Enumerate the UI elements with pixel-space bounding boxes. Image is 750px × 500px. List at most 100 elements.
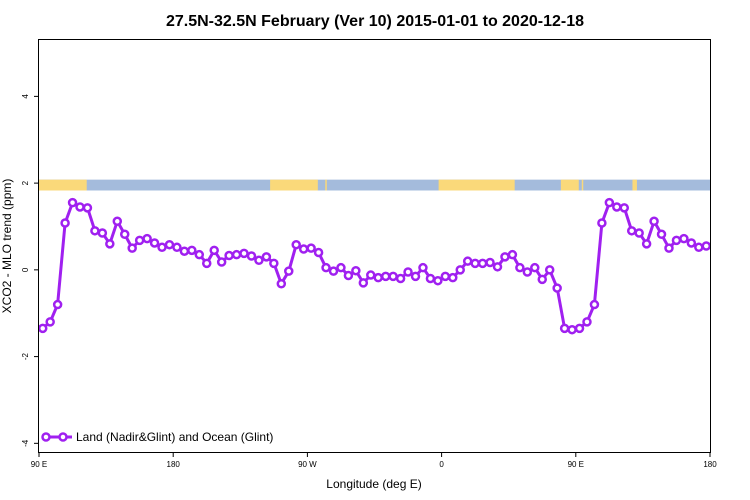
data-point xyxy=(552,283,562,293)
data-point xyxy=(477,258,488,269)
data-point xyxy=(142,233,152,244)
x-tick-label: 0 xyxy=(439,460,444,469)
y-axis-label: XCO2 - MLO trend (ppm) xyxy=(0,179,14,314)
data-point xyxy=(686,238,697,248)
data-point xyxy=(90,226,100,236)
data-point xyxy=(75,202,85,212)
data-point xyxy=(500,252,510,262)
data-point xyxy=(172,242,182,253)
data-point xyxy=(358,278,369,288)
x-axis: 90 E 180 90 W 0 90 E 180 xyxy=(31,452,717,469)
data-point xyxy=(373,272,383,283)
data-point xyxy=(328,266,339,276)
data-point xyxy=(694,242,704,253)
data-point xyxy=(351,265,361,276)
plot-frame xyxy=(38,39,711,453)
data-point xyxy=(425,273,436,284)
data-point xyxy=(127,243,137,253)
data-point xyxy=(597,218,607,228)
x-axis-label: Longitude (deg E) xyxy=(326,477,421,491)
data-point xyxy=(187,245,197,256)
data-point xyxy=(254,255,264,266)
data-point xyxy=(537,274,547,285)
data-point xyxy=(559,323,570,334)
data-point xyxy=(231,249,242,260)
series-layer xyxy=(37,197,712,335)
data-point xyxy=(582,317,592,327)
chart-title: 27.5N-32.5N February (Ver 10) 2015-01-01… xyxy=(166,13,584,30)
data-point xyxy=(366,270,376,280)
data-point xyxy=(97,228,108,238)
data-point xyxy=(455,265,465,275)
y-tick-label: 0 xyxy=(21,267,30,272)
data-point xyxy=(418,262,428,273)
data-point xyxy=(209,245,219,256)
data-point xyxy=(604,197,615,208)
data-point xyxy=(492,262,503,272)
data-point xyxy=(530,262,540,273)
data-point xyxy=(589,299,600,310)
data-point xyxy=(269,258,279,269)
data-point xyxy=(306,243,316,253)
data-point xyxy=(612,202,622,212)
land-segment xyxy=(270,179,318,191)
data-point xyxy=(60,218,70,228)
data-point xyxy=(52,299,63,310)
data-point xyxy=(134,235,145,246)
data-point xyxy=(261,252,272,262)
land-segment xyxy=(325,179,327,191)
data-point xyxy=(701,241,712,251)
data-point xyxy=(462,256,473,266)
data-point xyxy=(336,262,346,273)
data-point xyxy=(641,239,652,249)
y-tick-label: -2 xyxy=(21,352,30,360)
data-point xyxy=(105,239,115,249)
data-point xyxy=(276,278,287,289)
y-tick-label: -4 xyxy=(21,439,30,447)
data-point xyxy=(574,323,585,334)
data-point xyxy=(82,203,93,213)
legend-marker-right xyxy=(58,432,68,442)
data-point xyxy=(284,266,294,276)
data-point xyxy=(403,267,413,277)
data-point xyxy=(448,272,458,283)
data-point xyxy=(440,271,451,282)
data-point xyxy=(626,226,637,236)
land-segment xyxy=(438,179,515,191)
data-point xyxy=(239,248,249,259)
data-point xyxy=(664,243,674,253)
legend-label: Land (Nadir&Glint) and Ocean (Glint) xyxy=(76,430,273,444)
data-point xyxy=(544,265,555,275)
data-point xyxy=(679,233,689,244)
x-tick-label: 180 xyxy=(167,460,181,469)
x-tick-label: 90 W xyxy=(298,460,317,469)
data-point xyxy=(485,257,495,268)
data-point xyxy=(619,203,630,213)
data-point xyxy=(298,244,309,254)
ocean-band xyxy=(39,179,710,191)
data-point xyxy=(224,250,234,261)
data-point xyxy=(179,246,190,256)
data-point xyxy=(45,317,55,327)
data-point xyxy=(157,242,167,253)
x-tick-label: 90 E xyxy=(31,460,47,469)
data-point xyxy=(649,216,659,227)
data-point xyxy=(470,258,480,269)
data-point xyxy=(321,262,331,273)
data-point xyxy=(671,235,682,246)
data-point xyxy=(194,249,205,260)
x-tick-label: 90 E xyxy=(568,460,584,469)
series-line xyxy=(41,201,707,332)
data-point xyxy=(164,239,175,250)
land-ocean-band xyxy=(39,179,710,191)
data-point xyxy=(634,228,644,238)
data-point xyxy=(216,257,227,267)
land-segment xyxy=(581,179,584,191)
data-point xyxy=(410,271,421,282)
y-axis: -4 -2 0 2 4 xyxy=(21,94,39,447)
y-tick-label: 4 xyxy=(21,94,30,99)
data-point xyxy=(656,229,667,240)
legend-marker-left xyxy=(41,432,51,442)
data-point xyxy=(112,216,123,227)
